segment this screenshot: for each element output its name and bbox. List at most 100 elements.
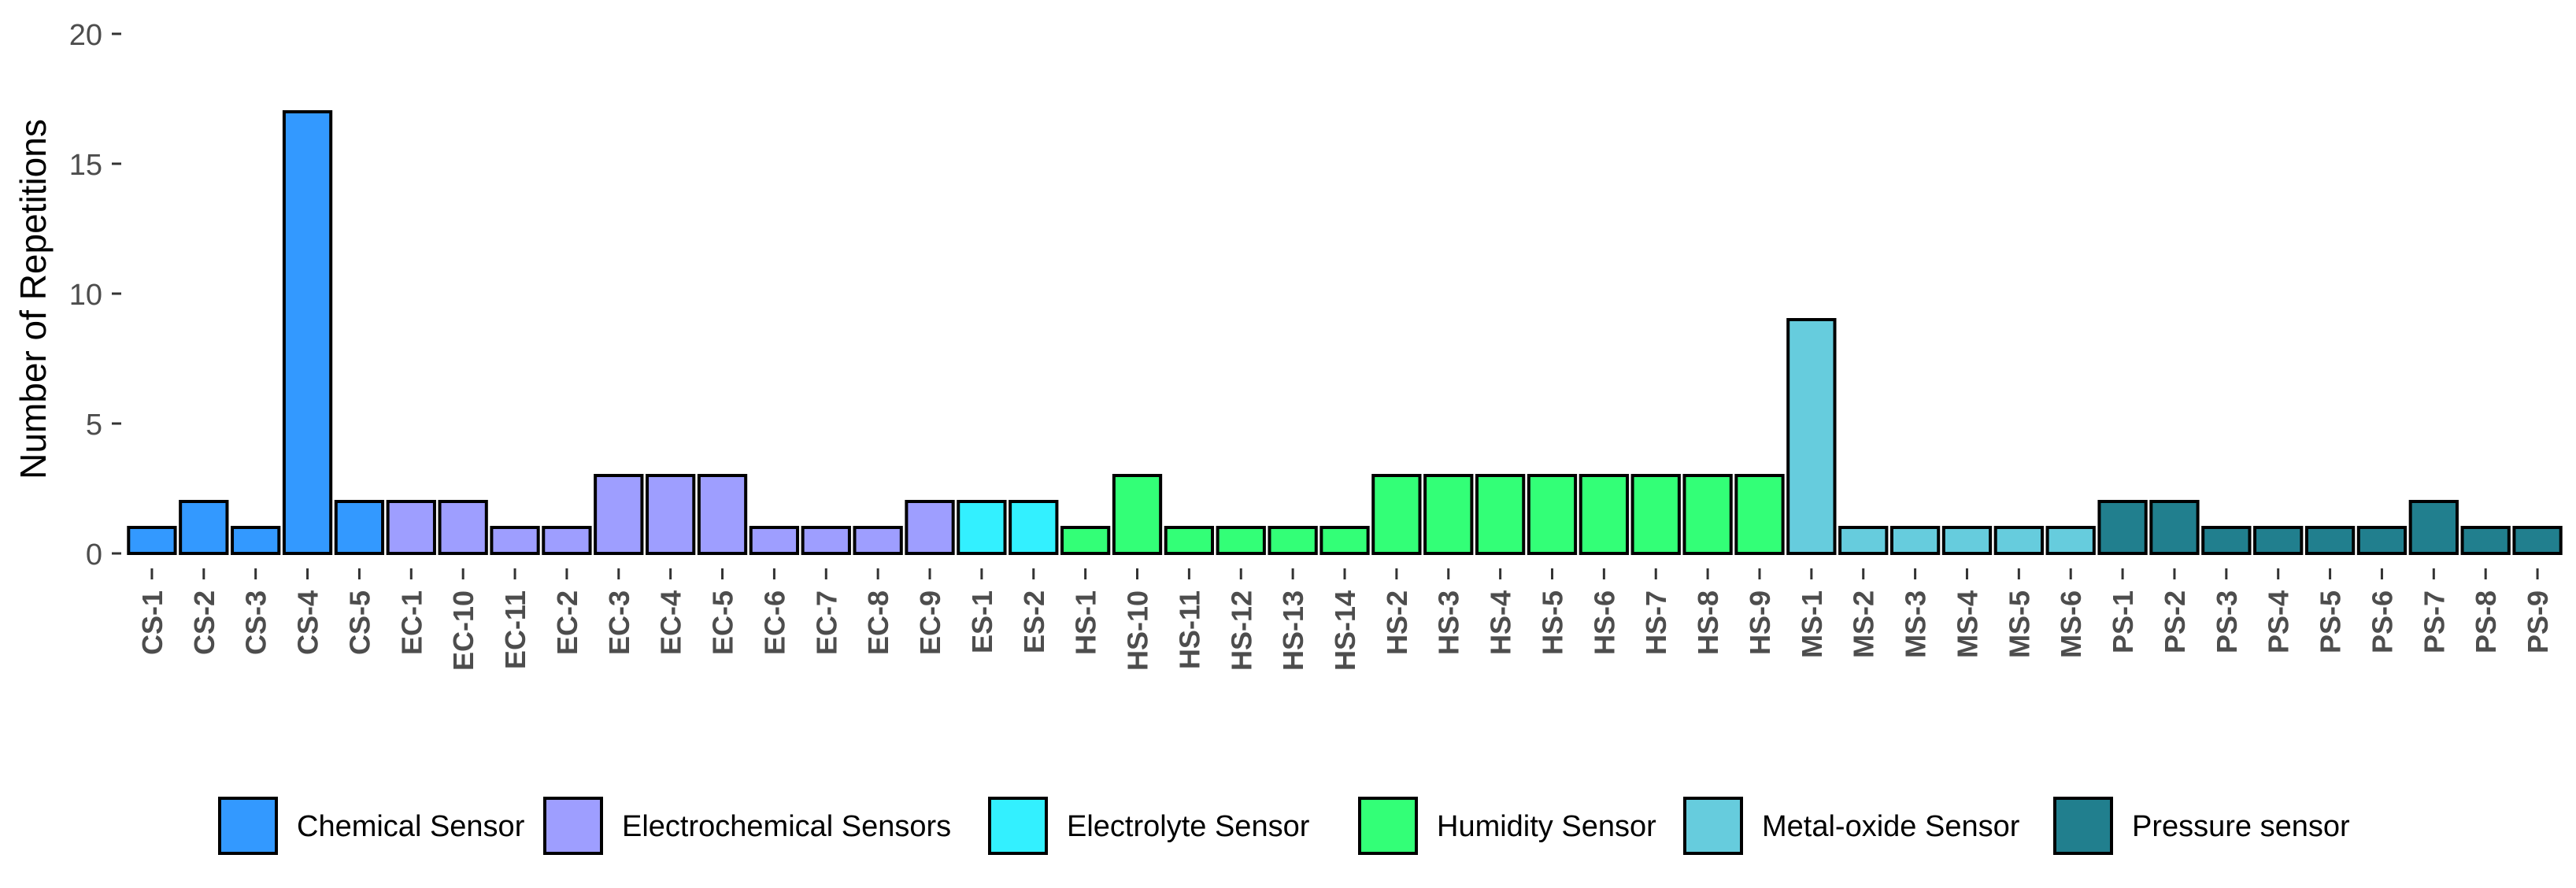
x-tick-label: MS-5: [2003, 590, 2035, 658]
bars: [127, 110, 2563, 555]
legend-key-humidity-sensor: [1358, 797, 1418, 855]
x-tick-label: CS-1: [136, 590, 168, 655]
x-tick-label: ES-1: [966, 590, 998, 653]
x-tick-label: MS-1: [1796, 590, 1828, 658]
x-tick-label: EC-6: [758, 590, 790, 655]
x-tick-label: MS-2: [1848, 590, 1880, 658]
x-tick-label: PS-8: [2470, 590, 2502, 653]
legend-label-pressure-sensor: Pressure sensor: [2132, 810, 2350, 843]
bar-ms-4: [1941, 526, 1993, 555]
x-tick-label: PS-4: [2263, 590, 2295, 653]
bar-hs-4: [1475, 474, 1526, 555]
legend-key-chemical-sensor: [218, 797, 278, 855]
x-tick-label: EC-7: [810, 590, 842, 655]
bar-ms-1: [1786, 318, 1837, 555]
x-tick-label: PS-3: [2211, 590, 2243, 653]
bar-hs-11: [1164, 526, 1215, 555]
bar-hs-2: [1371, 474, 1422, 555]
bar-hs-6: [1579, 474, 1630, 555]
x-tick-label: MS-3: [1900, 590, 1932, 658]
x-tick-label: MS-4: [1951, 590, 1983, 658]
y-tick-label: 10: [69, 279, 102, 312]
bar-cs-3: [231, 526, 281, 555]
bar-hs-14: [1319, 526, 1370, 555]
y-tick-label: 20: [69, 19, 102, 52]
bar-ec-4: [646, 474, 696, 555]
x-tick-label: HS-4: [1485, 590, 1517, 655]
x-tick-label: HS-2: [1381, 590, 1413, 655]
x-tick-label: PS-6: [2366, 590, 2398, 653]
x-tick-label: HS-14: [1329, 590, 1361, 671]
y-tick-label: 15: [69, 149, 102, 182]
x-tick-label: CS-4: [292, 590, 324, 655]
bar-es-1: [957, 500, 1007, 555]
x-tick-label: HS-3: [1433, 590, 1465, 655]
bar-hs-12: [1216, 526, 1266, 555]
bar-ps-4: [2253, 526, 2304, 555]
bar-ps-3: [2201, 526, 2252, 555]
x-tick-label: HS-8: [1692, 590, 1724, 655]
bar-ec-7: [801, 526, 851, 555]
x-tick-label: PS-2: [2159, 590, 2191, 653]
bar-ms-3: [1889, 526, 1941, 555]
x-tick-label: HS-7: [1640, 590, 1672, 655]
x-tick-label: EC-8: [862, 590, 894, 655]
x-axis: CS-1 CS-2 CS-3 CS-4 CS-5 EC-1 EC-10 EC-11 EC-2 EC…: [136, 568, 2554, 671]
legend-label-chemical-sensor: Chemical Sensor: [297, 810, 525, 843]
bar-ec-3: [594, 474, 644, 555]
bar-es-2: [1009, 500, 1059, 555]
bar-ps-9: [2512, 526, 2563, 555]
bar-ec-5: [697, 474, 748, 555]
bar-ec-10: [438, 500, 488, 555]
x-tick-label: MS-6: [2055, 590, 2087, 658]
x-tick-label: CS-2: [188, 590, 220, 655]
bar-hs-10: [1112, 474, 1163, 555]
bar-ps-6: [2356, 526, 2408, 555]
x-tick-label: PS-1: [2107, 590, 2139, 653]
x-tick-label: PS-5: [2315, 590, 2347, 653]
legend-key-electrochemical-sensors: [543, 797, 603, 855]
legend: Chemical Sensor Electrochemical Sensors El…: [218, 797, 2350, 855]
legend-label-electrochemical-sensors: Electrochemical Sensors: [622, 810, 951, 843]
y-axis: 0 5 10 15 20: [69, 19, 121, 572]
bar-ec-1: [386, 500, 436, 555]
bar-hs-13: [1268, 526, 1318, 555]
x-tick-label: HS-9: [1744, 590, 1776, 655]
x-tick-label: HS-6: [1588, 590, 1620, 655]
bar-cs-5: [334, 500, 385, 555]
bar-hs-8: [1682, 474, 1733, 555]
y-tick-label: 5: [86, 409, 102, 442]
legend-label-electrolyte-sensor: Electrolyte Sensor: [1067, 810, 1310, 843]
x-tick-label: EC-10: [447, 590, 479, 671]
x-tick-label: EC-4: [655, 590, 687, 655]
x-tick-label: HS-1: [1070, 590, 1102, 655]
x-tick-label: EC-5: [707, 590, 739, 655]
x-tick-label: HS-10: [1122, 590, 1154, 671]
bar-ps-1: [2097, 500, 2148, 555]
bar-ec-9: [905, 500, 955, 555]
x-tick-label: CS-3: [240, 590, 272, 655]
bar-cs-1: [127, 526, 177, 555]
legend-key-pressure-sensor: [2053, 797, 2113, 855]
legend-label-humidity-sensor: Humidity Sensor: [1437, 810, 1656, 843]
bar-cs-4: [282, 110, 333, 555]
bar-ps-7: [2408, 500, 2459, 555]
bar-ms-5: [1993, 526, 2044, 555]
x-tick-label: EC-11: [499, 590, 531, 669]
bar-ec-2: [542, 526, 592, 555]
bar-hs-5: [1527, 474, 1578, 555]
x-tick-label: HS-13: [1277, 590, 1309, 671]
legend-key-electrolyte-sensor: [988, 797, 1048, 855]
x-tick-label: PS-7: [2418, 590, 2450, 653]
bar-ms-6: [2045, 526, 2096, 555]
bar-hs-3: [1423, 474, 1474, 555]
x-tick-label: PS-9: [2522, 590, 2554, 653]
x-tick-label: EC-9: [914, 590, 946, 655]
x-tick-label: EC-2: [551, 590, 583, 655]
x-tick-label: ES-2: [1018, 590, 1050, 653]
bar-hs-7: [1630, 474, 1681, 555]
bar-ps-8: [2460, 526, 2511, 555]
legend-label-metal-oxide-sensor: Metal-oxide Sensor: [1762, 810, 2020, 843]
bar-ps-2: [2149, 500, 2200, 555]
